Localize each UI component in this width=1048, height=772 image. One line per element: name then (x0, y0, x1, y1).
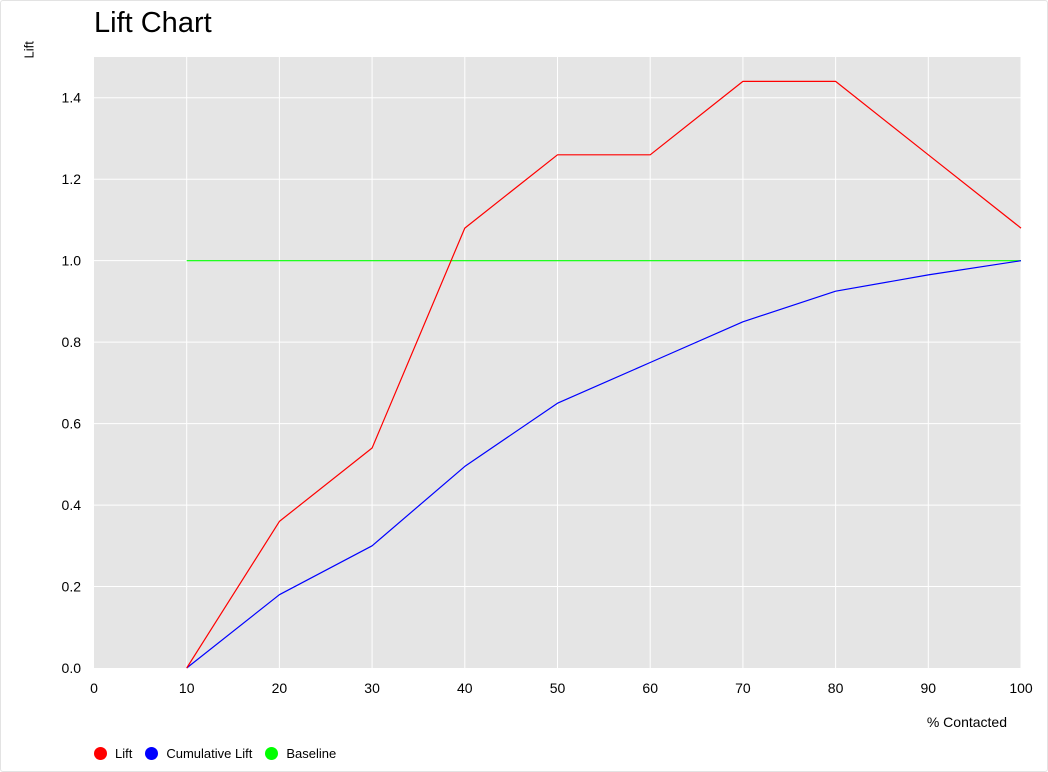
y-tick-label: 0.0 (62, 660, 82, 676)
chart-legend: Lift Cumulative Lift Baseline (94, 746, 336, 761)
x-tick-label: 60 (642, 680, 658, 696)
legend-item-cumulative-lift: Cumulative Lift (145, 746, 252, 761)
y-tick-label: 0.4 (62, 497, 82, 513)
legend-dot-baseline (265, 747, 279, 760)
legend-item-baseline: Baseline (265, 746, 336, 761)
x-axis-label: % Contacted (927, 714, 1007, 730)
x-tick-labels: 0 10 20 30 40 50 60 70 80 90 100 (90, 680, 1033, 696)
legend-dot-cumulative-lift (145, 747, 159, 760)
legend-label-baseline: Baseline (286, 746, 337, 761)
x-tick-label: 70 (735, 680, 751, 696)
lift-chart-plot: 0 10 20 30 40 50 60 70 80 90 100 0.0 0.2 0.4 0.6 0.8 1.… (62, 57, 1033, 730)
series-lines (186, 80, 1022, 669)
x-tick-label: 40 (457, 680, 473, 696)
legend-dot-lift (94, 747, 107, 760)
legend-label-lift: Lift (115, 746, 133, 761)
legend-item-lift: Lift (94, 746, 132, 761)
chart-title: Lift Chart (94, 7, 212, 39)
x-tick-label: 100 (1009, 680, 1033, 696)
y-tick-label: 0.8 (62, 334, 82, 350)
x-tick-label: 20 (272, 680, 288, 696)
cumulative-lift-series-line (186, 260, 1022, 669)
x-tick-label: 10 (179, 680, 195, 696)
x-tick-label: 30 (364, 680, 380, 696)
x-tick-label: 0 (90, 680, 98, 696)
y-tick-label: 1.2 (62, 171, 82, 187)
y-tick-labels: 0.0 0.2 0.4 0.6 0.8 1.0 1.2 1.4 (62, 90, 82, 676)
y-tick-label: 1.0 (62, 253, 82, 269)
x-tick-label: 90 (921, 680, 937, 696)
legend-label-cumulative-lift: Cumulative Lift (166, 746, 253, 761)
x-tick-label: 50 (550, 680, 566, 696)
y-tick-label: 1.4 (62, 90, 82, 106)
x-tick-label: 80 (828, 680, 844, 696)
lift-series-line (186, 80, 1022, 669)
y-tick-label: 0.2 (62, 579, 82, 595)
y-tick-label: 0.6 (62, 416, 82, 432)
